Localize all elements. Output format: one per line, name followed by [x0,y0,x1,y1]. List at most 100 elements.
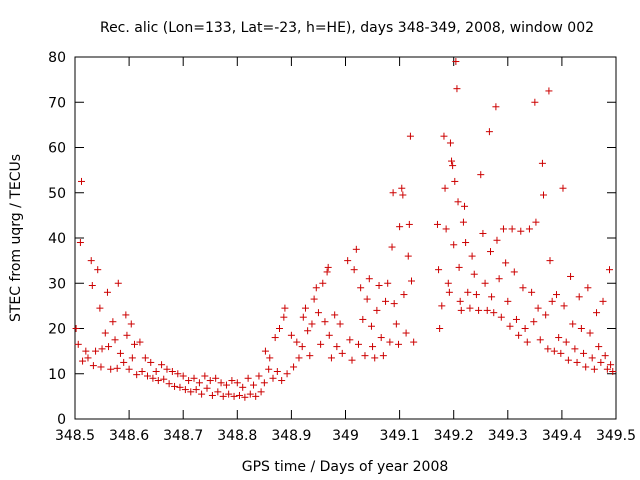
data-point [435,266,443,274]
data-point [468,252,476,260]
data-point [160,375,168,383]
data-point [532,218,540,226]
data-point [365,275,373,283]
data-point [103,288,111,296]
data-point [359,315,367,323]
data-point [502,259,510,267]
data-point [371,354,379,362]
data-point [586,329,594,337]
y-tick-label: 30 [48,276,66,292]
data-point [454,198,462,206]
data-point [214,388,222,396]
data-point [488,293,496,301]
data-point [451,177,459,185]
data-point [98,345,106,353]
data-point [278,377,286,385]
data-point [239,383,247,391]
data-point [88,282,96,290]
data-point [517,227,525,235]
data-point [306,352,314,360]
data-point [89,362,97,370]
data-point [438,302,446,310]
data-point [377,334,385,342]
data-point [446,139,454,147]
data-point [252,392,260,400]
data-point [375,282,383,290]
data-point [192,386,200,394]
data-point [114,279,122,287]
data-point [577,325,585,332]
data-point [448,157,456,165]
y-tick-label: 10 [48,367,66,383]
data-point [569,320,577,328]
data-point [299,313,307,321]
data-point [384,279,392,287]
data-point [176,383,184,391]
data-point [82,347,90,355]
data-point [208,391,216,399]
data-point [609,367,617,375]
y-tick-label: 80 [48,50,66,66]
y-tick-label: 50 [48,186,66,202]
data-point [122,311,130,319]
data-point [544,345,552,353]
data-point [87,257,95,265]
data-point [564,356,572,364]
data-point [483,306,491,314]
data-point [603,365,611,373]
data-point [466,304,474,312]
data-point [510,268,518,276]
data-point [607,361,615,369]
data-point [217,379,225,387]
data-point [580,349,588,357]
data-point [331,311,339,319]
data-point [246,390,254,398]
data-point [440,132,448,140]
data-point [540,191,548,199]
data-point [398,184,406,192]
data-point [590,365,598,373]
data-point [433,220,441,228]
data-point [534,304,542,312]
data-point [523,338,531,346]
data-point [464,288,472,296]
data-point [295,354,303,362]
data-point [235,391,243,399]
x-tick-label: 349.4 [542,428,582,444]
data-point [538,159,546,167]
data-point [76,239,84,247]
data-point [323,268,331,276]
data-point [280,313,288,321]
y-tick-label: 20 [48,322,66,338]
x-tick-label: 348.5 [55,428,95,444]
data-point [396,223,404,231]
data-point [392,320,400,328]
data-point [250,381,258,389]
data-point [181,386,189,394]
data-point [354,340,362,348]
data-point [571,345,579,353]
data-point [287,331,295,339]
data-point [528,288,536,296]
data-point [255,372,263,380]
data-point [445,288,453,296]
data-point [481,279,489,287]
data-point [228,377,236,385]
data-point [212,374,220,382]
data-point [606,266,614,274]
plot-frame [74,56,617,420]
data-point [441,184,449,192]
data-point [244,374,252,382]
data-point [336,320,344,328]
data-point [314,309,322,317]
data-point [470,270,478,278]
data-point [350,266,358,274]
data-point [312,284,320,292]
data-point [449,162,457,170]
data-point [497,313,505,321]
data-point [321,318,329,326]
data-point [261,347,269,355]
data-point [499,225,507,233]
data-point [599,297,607,305]
data-point [508,225,516,233]
